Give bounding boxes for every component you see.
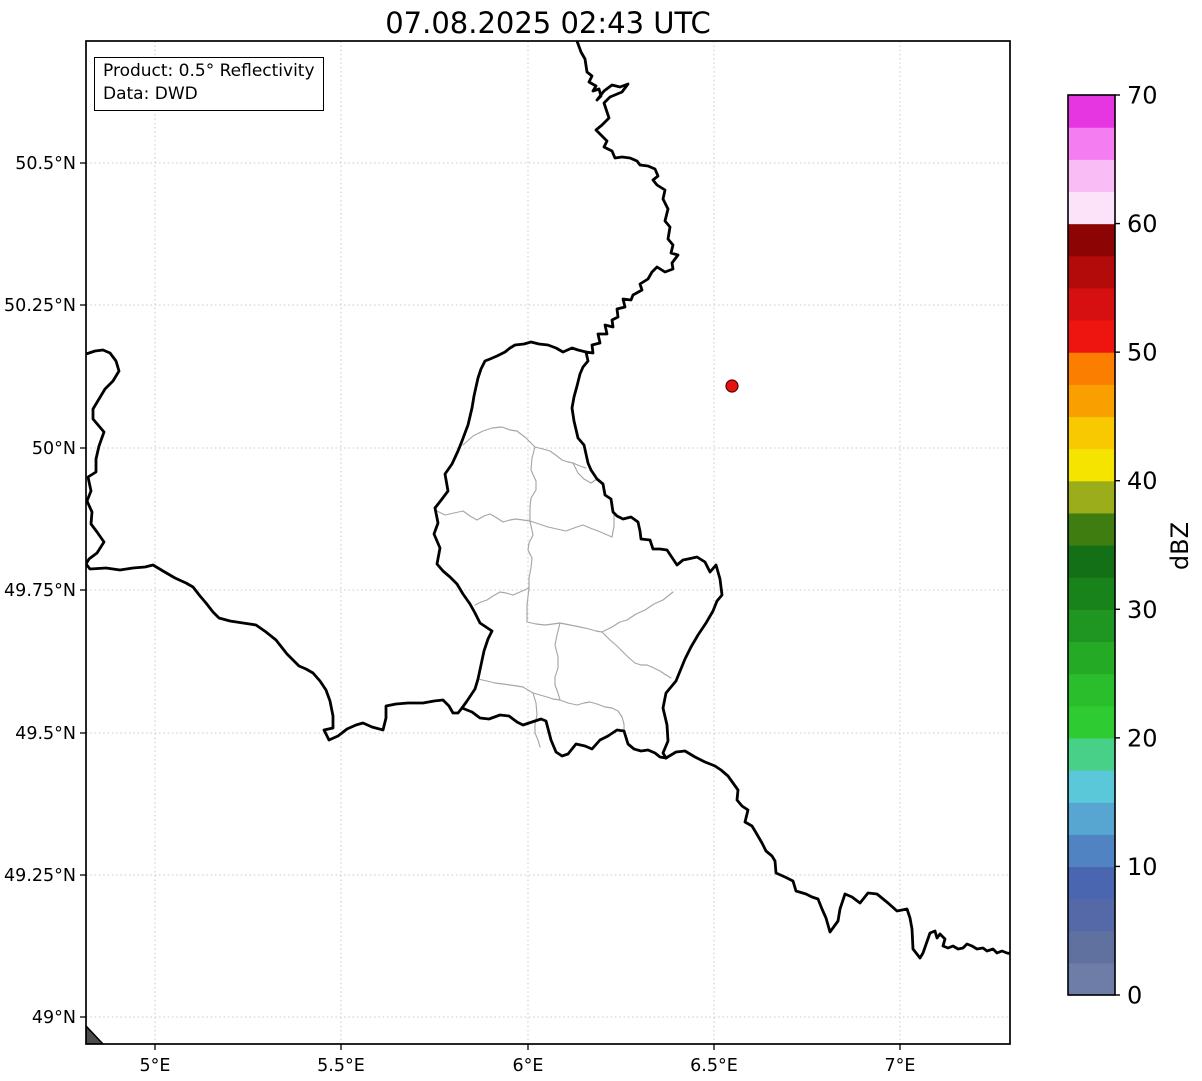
y-tick-label: 50.25°N [4, 296, 76, 316]
colorbar-frame [1067, 94, 1116, 996]
gridlines [86, 41, 1010, 1044]
colorbar-band [1068, 352, 1115, 385]
colorbar-tick-label: 10 [1127, 853, 1158, 881]
map-geography [86, 41, 1010, 1044]
product-info-line: Product: 0.5° Reflectivity [103, 61, 315, 81]
colorbar-band [1068, 898, 1115, 932]
canton-boundary-11 [572, 462, 598, 484]
colorbar-band [1068, 416, 1115, 450]
product-info-box: Product: 0.5° Reflectivity Data: DWD [94, 57, 324, 111]
colorbar-tick-label: 60 [1127, 210, 1158, 238]
axis-ticks: 5°E 5.5°E 6°E 6.5°E 7°E 50.5°N 50.25°N 50°N 49.7… [4, 154, 915, 1076]
colorbar-band [1068, 223, 1115, 257]
figure-title: 07.08.2025 02:43 UTC [385, 6, 711, 40]
colorbar-band [1068, 641, 1115, 675]
canton-boundary-4 [529, 513, 615, 538]
colorbar-tick-label: 20 [1127, 724, 1158, 752]
colorbar-band [1068, 737, 1115, 771]
colorbar-band [1068, 609, 1115, 643]
colorbar-band [1068, 480, 1115, 514]
canton-boundary-7 [601, 591, 674, 633]
colorbar-band [1068, 834, 1115, 868]
colorbar-band [1068, 255, 1115, 289]
colorbar-band [1068, 448, 1115, 482]
x-tick-label: 5.5°E [317, 1056, 365, 1076]
colorbar-band [1068, 287, 1115, 321]
border-france-germany [664, 749, 1010, 960]
colorbar-band [1068, 159, 1115, 193]
canton-boundary-5 [474, 587, 530, 606]
colorbar-band [1068, 512, 1115, 546]
colorbar-band [1068, 866, 1115, 900]
x-tick-label: 6°E [513, 1056, 544, 1076]
y-tick-label: 50°N [32, 439, 76, 459]
x-tick-label: 7°E [885, 1056, 916, 1076]
colorbar-band [1068, 384, 1115, 418]
colorbar-tick-label: 30 [1127, 596, 1158, 624]
colorbar-tick-label: 70 [1127, 82, 1158, 110]
border-luxembourg-north-west [432, 340, 588, 710]
map-corner-fragment [86, 1024, 105, 1044]
border-france-luxembourg-south [460, 706, 668, 760]
colorbar-band [1068, 962, 1115, 996]
colorbar-tick-label: 0 [1127, 982, 1142, 1010]
colorbar-band [1068, 673, 1115, 707]
colorbar-tick-label: 40 [1127, 467, 1158, 495]
canton-boundary-9 [532, 692, 541, 748]
border-france-belgium [86, 348, 464, 742]
colorbar-band [1068, 705, 1115, 739]
canton-boundary-10 [554, 622, 561, 701]
colorbar-band [1068, 802, 1115, 835]
y-tick-label: 50.5°N [15, 154, 76, 174]
colorbar: 0 10 20 30 40 50 60 70 dBZ [1067, 82, 1194, 1010]
canton-boundary-2 [436, 510, 531, 523]
canton-boundary-1 [462, 426, 587, 469]
colorbar-band [1068, 577, 1115, 610]
colorbar-band [1068, 95, 1115, 128]
plot-frame [85, 40, 1011, 1045]
y-tick-label: 49.25°N [4, 866, 76, 886]
canton-boundary-6 [526, 587, 672, 679]
radar-site-marker [725, 379, 739, 393]
colorbar-tick-label: 50 [1127, 339, 1158, 367]
y-tick-label: 49.75°N [4, 581, 76, 601]
x-tick-label: 5°E [140, 1056, 171, 1076]
canton-boundary-3 [527, 446, 537, 589]
border-germany-belgium-luxembourg-east [570, 41, 724, 760]
colorbar-band [1068, 320, 1115, 353]
colorbar-unit-label: dBZ [1166, 522, 1194, 570]
canton-boundary-8 [477, 678, 625, 732]
colorbar-band [1068, 191, 1115, 225]
colorbar-band [1068, 545, 1115, 578]
colorbar-band [1068, 127, 1115, 160]
data-source-line: Data: DWD [103, 84, 198, 104]
x-tick-label: 6.5°E [690, 1056, 738, 1076]
colorbar-band [1068, 930, 1115, 964]
colorbar-band [1068, 770, 1115, 803]
y-tick-label: 49.5°N [15, 724, 76, 744]
y-tick-label: 49°N [32, 1008, 76, 1028]
